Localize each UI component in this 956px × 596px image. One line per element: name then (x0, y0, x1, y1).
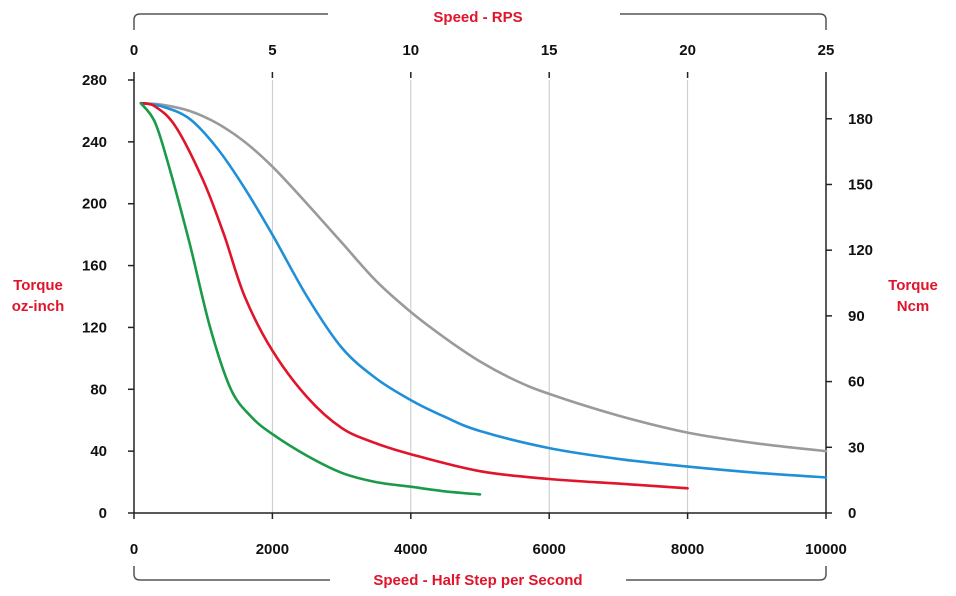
right-tick-label: 60 (848, 374, 865, 391)
axis-brackets (133, 13, 827, 581)
series-line-green (139, 101, 482, 496)
right-axis-title-line-1: Torque (888, 277, 938, 294)
right-axis-title-line-2: Ncm (897, 298, 930, 315)
bottom-tick-label: 0 (130, 541, 138, 558)
top-tick-label: 20 (679, 42, 696, 59)
left-tick-label: 200 (82, 196, 107, 213)
series-lines (139, 101, 828, 496)
series-line-blue (139, 101, 828, 479)
left-tick-label: 120 (82, 319, 107, 336)
left-tick-label: 160 (82, 258, 107, 275)
right-tick-label: 90 (848, 308, 865, 325)
right-tick-label: 120 (848, 242, 873, 259)
gridlines (271, 80, 689, 513)
series-line-gray (139, 101, 828, 453)
right-tick-label: 0 (848, 505, 856, 522)
bottom-axis-title: Speed - Half Step per Second (373, 572, 582, 589)
left-tick-label: 240 (82, 134, 107, 151)
bottom-bracket-right (626, 566, 827, 581)
series-line-red (139, 101, 689, 490)
top-bracket-right (620, 13, 827, 30)
top-tick-label: 5 (268, 42, 276, 59)
bottom-bracket-left (133, 566, 330, 581)
top-bracket-left (133, 13, 328, 30)
bottom-tick-label: 4000 (394, 541, 427, 558)
axes (128, 72, 832, 519)
right-tick-label: 180 (848, 111, 873, 128)
top-tick-label: 25 (818, 42, 835, 59)
top-tick-label: 0 (130, 42, 138, 59)
left-axis-title-line-2: oz-inch (12, 298, 65, 315)
left-axis-title-line-1: Torque (13, 277, 63, 294)
left-tick-label: 0 (99, 505, 107, 522)
bottom-tick-label: 8000 (671, 541, 704, 558)
right-tick-label: 30 (848, 439, 865, 456)
top-axis-title: Speed - RPS (433, 9, 522, 26)
left-tick-label: 280 (82, 72, 107, 89)
right-tick-label: 150 (848, 176, 873, 193)
bottom-tick-label: 10000 (805, 541, 847, 558)
top-tick-label: 10 (402, 42, 419, 59)
left-tick-label: 80 (90, 381, 107, 398)
left-tick-label: 40 (90, 443, 107, 460)
top-tick-label: 15 (541, 42, 558, 59)
bottom-tick-label: 6000 (533, 541, 566, 558)
bottom-tick-label: 2000 (256, 541, 289, 558)
